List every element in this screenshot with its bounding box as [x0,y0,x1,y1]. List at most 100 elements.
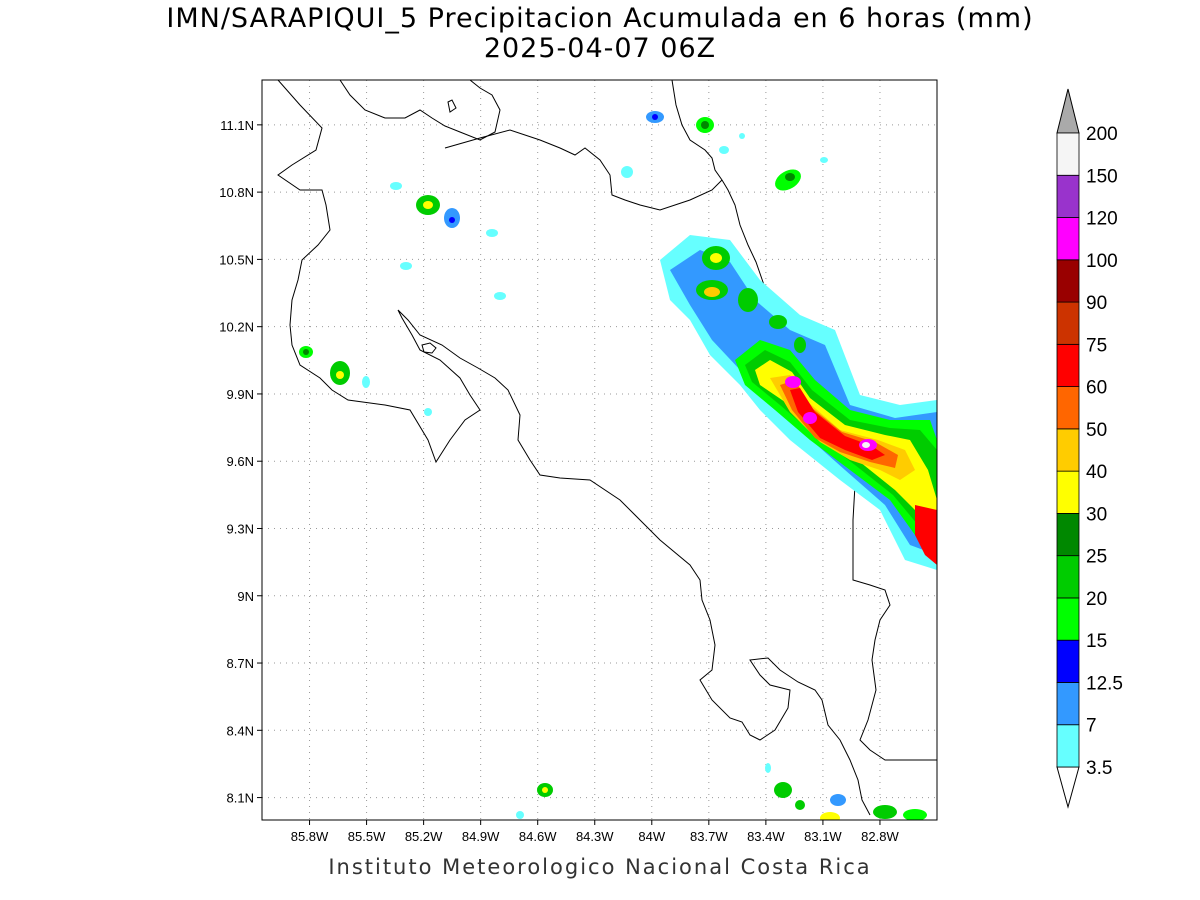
colorbar-swatch [1056,639,1080,683]
precip-cell [785,173,795,181]
island-nicoya [421,342,437,354]
colorbar-label: 75 [1086,335,1107,356]
colorbar-label: 100 [1086,251,1118,272]
colorbar-swatch [1056,132,1080,176]
colorbar-label: 25 [1086,547,1107,568]
precip-cell [738,288,758,312]
lon-tick-label: 84.6W [519,829,557,844]
lat-tick-label: 10.8N [219,185,254,200]
coastline-pacific [277,80,871,816]
colorbar-max-arrow [1056,88,1080,134]
precip-cell [424,408,432,416]
map-subtitle: 2025-04-07 06Z [483,33,717,64]
precip-cell [785,376,801,388]
lon-tick-label: 85.8W [291,829,329,844]
colorbar-label: 12.5 [1086,673,1123,694]
precip-cell [390,182,402,190]
border-north [444,129,723,211]
map-frame [261,79,938,821]
precip-cell [739,133,745,139]
precip-cell [400,262,412,270]
precip-cell [449,217,455,223]
colorbar-swatch [1056,301,1080,345]
precip-cell [820,812,840,820]
precip-cell [862,442,870,448]
colorbar-label: 120 [1086,209,1118,230]
precip-cell [362,376,370,388]
map-title: IMN/SARAPIQUI_5 Precipitacion Acumulada … [166,3,1034,34]
precip-cell [710,253,722,263]
lat-tick-label: 9.6N [227,454,254,469]
precipitation-field [299,111,937,820]
colorbar-swatch [1056,682,1080,726]
colorbar-swatch [1056,470,1080,514]
lon-tick-label: 83.7W [690,829,728,844]
lat-tick-label: 10.2N [219,320,254,335]
colorbar-swatch [1056,724,1080,768]
colorbar-swatch [1056,217,1080,261]
precip-cell [621,166,633,178]
colorbar-swatch [1056,259,1080,303]
precip-cell [830,794,846,806]
border-panama [852,484,937,761]
longitude-ticks: 85.8W 85.5W 85.2W 84.9W 84.6W 84.3W 84W 83.7W 83… [291,820,899,844]
colorbar-label: 20 [1086,589,1107,610]
precip-contour [790,388,885,460]
precip-cell [542,787,548,793]
lat-tick-label: 10.5N [219,252,254,267]
precip-cell [774,782,792,798]
colorbar-label: 90 [1086,293,1107,314]
precip-cell [795,800,805,810]
latitude-ticks: 11.1N 10.8N 10.5N 10.2N 9.9N 9.6N 9.3N 9N 8.7N 8.… [219,118,262,806]
precip-cell [769,315,787,329]
colorbar-label: 30 [1086,504,1107,525]
footer-credit: Instituto Meteorologico Nacional Costa R… [328,855,872,879]
lon-tick-label: 82.8W [861,829,899,844]
lat-tick-label: 9N [237,589,254,604]
colorbar-swatch [1056,597,1080,641]
colorbar-swatch [1056,555,1080,599]
colorbar-swatch [1056,386,1080,430]
lon-tick-label: 85.5W [348,829,386,844]
lat-tick-label: 8.7N [227,656,254,671]
precip-cell [516,811,524,819]
colorbar: 3.5 7 12.5 15 20 25 30 40 50 60 75 90 100 120 150 200 [1056,88,1123,809]
colorbar-label: 15 [1086,631,1107,652]
precip-cell [494,292,506,300]
colorbar-swatch [1056,174,1080,218]
precip-cell [903,809,927,820]
colorbar-label: 60 [1086,378,1107,399]
precip-cell [820,157,828,163]
precip-cell [423,201,433,209]
lon-tick-label: 83.4W [747,829,785,844]
precip-cell [794,337,806,353]
colorbar-swatch [1056,428,1080,472]
lat-tick-label: 9.3N [227,521,254,536]
lat-tick-label: 9.9N [227,387,254,402]
coastline-nicaragua [339,80,501,141]
precip-contour [915,505,937,565]
colorbar-swatch [1056,513,1080,557]
precip-cell [701,121,709,129]
lat-tick-label: 11.1N [220,118,254,133]
precip-cell [652,114,658,120]
colorbar-label: 150 [1086,166,1118,187]
precip-cell [719,146,729,154]
lat-tick-label: 8.1N [227,791,254,806]
colorbar-label: 200 [1086,124,1118,145]
lon-tick-label: 83.1W [804,829,842,844]
colorbar-label: 7 [1086,716,1097,737]
colorbar-label: 40 [1086,462,1107,483]
precip-cell [803,412,817,424]
lon-tick-label: 84.3W [576,829,614,844]
lon-tick-label: 84.9W [462,829,500,844]
precip-cell [486,229,498,237]
precip-cell [873,805,897,819]
precip-cell [303,349,309,355]
colorbar-label: 3.5 [1086,758,1112,779]
colorbar-label: 50 [1086,420,1107,441]
precip-cell [336,371,344,379]
precip-cell [765,763,771,773]
lon-tick-label: 85.2W [405,829,443,844]
